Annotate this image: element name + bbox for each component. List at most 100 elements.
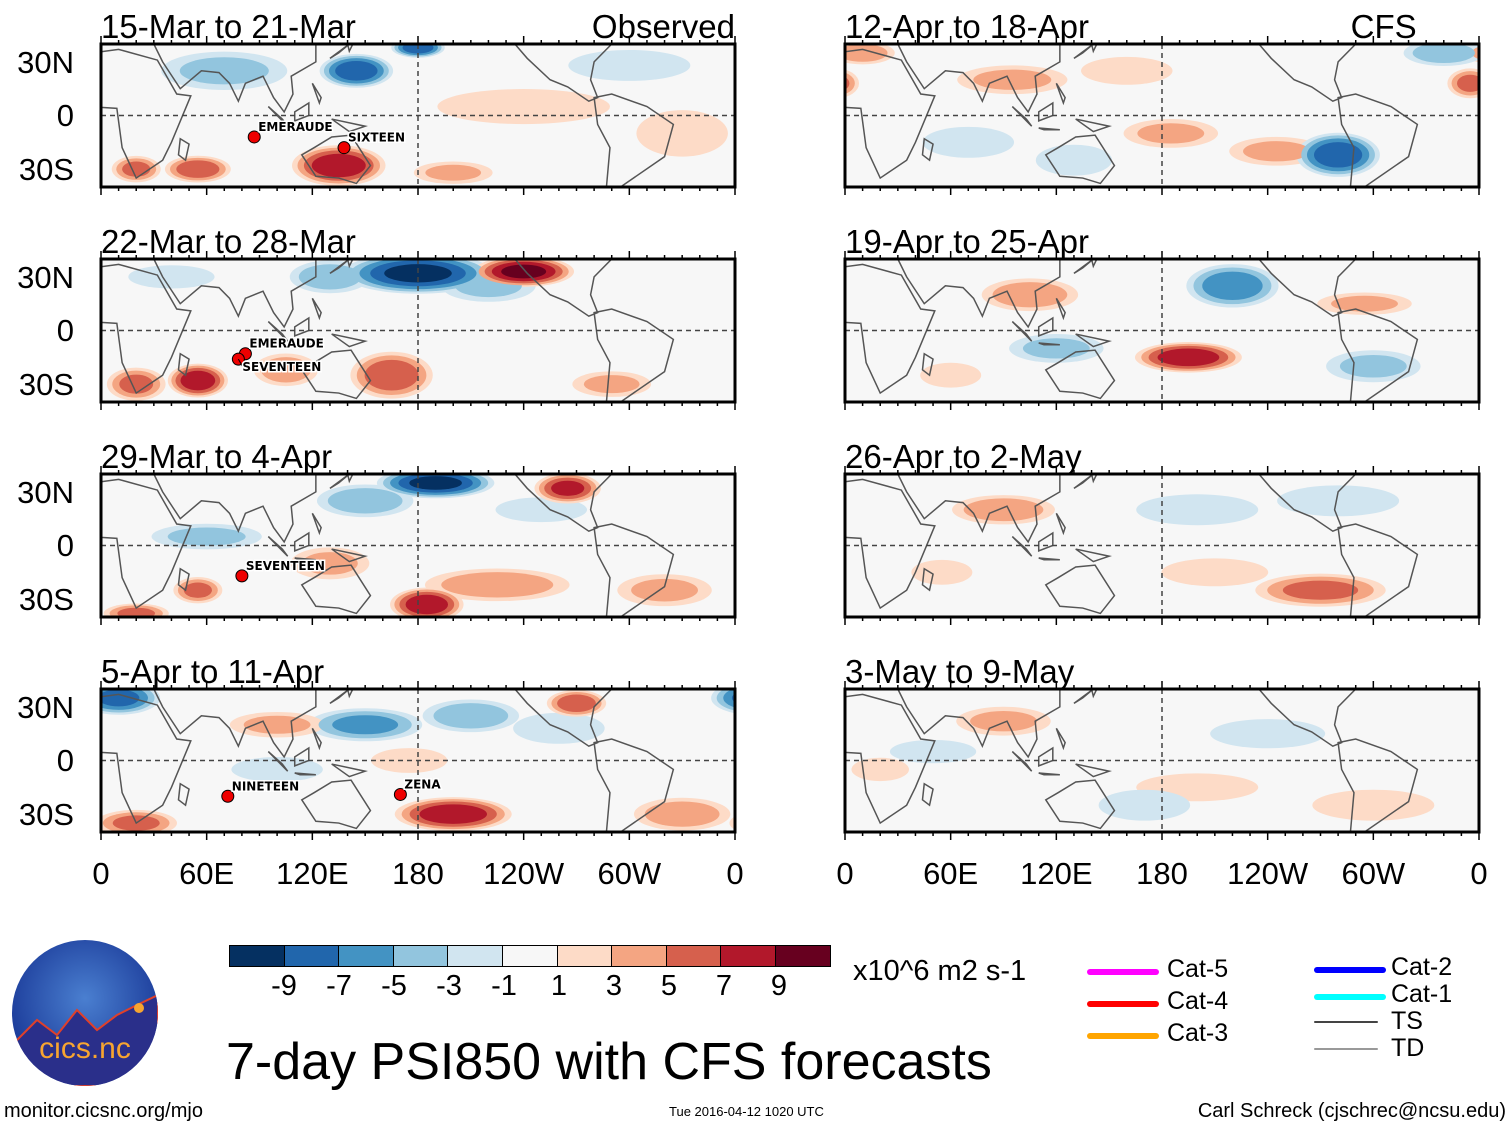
coastline	[513, 44, 613, 103]
coastline	[294, 772, 316, 776]
anomaly-contour	[1312, 789, 1435, 821]
coastline	[845, 693, 936, 825]
colorbar-tick-label: 1	[550, 970, 568, 1002]
coastline	[311, 82, 322, 106]
coastline	[896, 689, 1061, 759]
footer-timestamp: Tue 2016-04-12 1020 UTC	[669, 1104, 824, 1119]
lon-tick-label: 60E	[179, 856, 235, 891]
colorbar-tick-label: -7	[326, 970, 352, 1002]
anomaly-contour	[729, 816, 735, 830]
footer-url[interactable]: monitor.cicsnc.org/mjo	[4, 1100, 203, 1122]
coastline	[101, 693, 192, 825]
anomaly-contour	[746, 156, 795, 182]
figure-title: 7-day PSI850 with CFS forecasts	[226, 1033, 992, 1091]
map-panel	[843, 681, 1481, 840]
coastline	[177, 137, 190, 162]
anomaly-contour	[922, 126, 1015, 158]
coastline	[1011, 321, 1033, 342]
legend-label: Cat-4	[1167, 987, 1229, 1015]
anomaly-contour	[636, 110, 728, 157]
anomaly-contour	[1339, 354, 1407, 378]
anomaly-contour	[364, 359, 419, 391]
anomaly-contour	[183, 582, 212, 598]
storm-label: SEVENTEEN	[246, 559, 325, 573]
coastline	[346, 474, 354, 484]
anomaly-contour	[644, 801, 720, 827]
coastline	[152, 474, 317, 544]
anomaly-contour	[298, 264, 362, 290]
lon-tick-label: 120E	[276, 856, 349, 891]
anomaly-contour	[911, 559, 973, 585]
coastline	[593, 738, 675, 832]
map-panel	[843, 466, 1481, 625]
coastline	[1257, 259, 1357, 318]
coastline	[1038, 342, 1060, 346]
panel-title: 22-Mar to 28-Mar	[101, 223, 356, 260]
anomaly-contour	[101, 689, 140, 707]
coastline	[1044, 349, 1116, 400]
coastline	[1257, 44, 1357, 103]
coastline	[331, 118, 368, 133]
lon-tick-label: 60W	[597, 856, 662, 891]
coastline	[1055, 727, 1066, 751]
anomaly-contour	[583, 375, 640, 394]
anomaly-contour	[179, 57, 269, 85]
coastline	[845, 48, 936, 180]
coastline	[267, 536, 289, 557]
anomaly-contour	[568, 49, 691, 81]
coastline	[513, 259, 613, 318]
footer-author: Carl Schreck (cjschrec@ncsu.edu)	[1197, 1100, 1506, 1122]
anomaly-contour	[970, 711, 1037, 732]
coastline	[1055, 512, 1066, 536]
anomaly-contour	[845, 72, 855, 95]
coastline	[346, 44, 354, 54]
anomaly-contour	[631, 578, 698, 602]
coastline	[1090, 474, 1098, 484]
legend-label: Cat-5	[1167, 955, 1229, 983]
coastline	[1257, 474, 1357, 533]
colorbar-tick-label: -3	[436, 970, 462, 1002]
coastline	[1011, 751, 1033, 772]
panel-title: 5-Apr to 11-Apr	[101, 653, 325, 690]
panel-title: 29-Mar to 4-Apr	[101, 438, 333, 475]
coastline	[267, 106, 289, 127]
coastline	[331, 333, 368, 348]
lat-tick-label: 0	[56, 98, 74, 133]
coastline	[1075, 763, 1112, 778]
lon-tick-label: 180	[1136, 856, 1188, 891]
coastline	[896, 474, 1061, 544]
lon-tick-label: 0	[726, 856, 744, 891]
panel-title: 3-May to 9-May	[845, 653, 1075, 690]
coastline	[294, 127, 316, 131]
legend-line-cat-1	[1314, 994, 1386, 1000]
lon-tick-label: 0	[1470, 856, 1488, 891]
cics-logo: cics.nc	[12, 940, 158, 1086]
lat-tick-label: 0	[56, 743, 74, 778]
colorbar-swatch	[721, 946, 776, 966]
logo-mountain-graphic	[12, 993, 158, 1086]
storm-marker	[221, 789, 235, 803]
coastline	[311, 297, 322, 321]
coastline	[513, 474, 613, 533]
coastline	[1073, 259, 1094, 274]
anomaly-contour	[889, 739, 977, 764]
coastline	[513, 689, 613, 748]
anomaly-contour	[441, 572, 554, 598]
anomaly-contour	[384, 264, 452, 283]
storm-marker	[337, 141, 351, 155]
anomaly-contour	[261, 357, 311, 383]
coastline	[1337, 308, 1419, 402]
anomaly-contour	[845, 46, 850, 60]
anomaly-contour	[851, 757, 909, 782]
lat-tick-label: 30N	[17, 45, 74, 80]
coastline	[1044, 779, 1116, 830]
anomaly-contour	[747, 815, 794, 830]
coastline	[921, 137, 934, 162]
anomaly-contour	[992, 282, 1068, 308]
anomaly-contour	[723, 689, 735, 708]
coastline	[593, 308, 675, 402]
lat-tick-label: 30S	[18, 152, 74, 187]
map-panel: EMERAUDE SEVENTEEN	[99, 251, 737, 410]
anomaly-contour	[167, 527, 246, 546]
anomaly-contour	[122, 161, 151, 177]
